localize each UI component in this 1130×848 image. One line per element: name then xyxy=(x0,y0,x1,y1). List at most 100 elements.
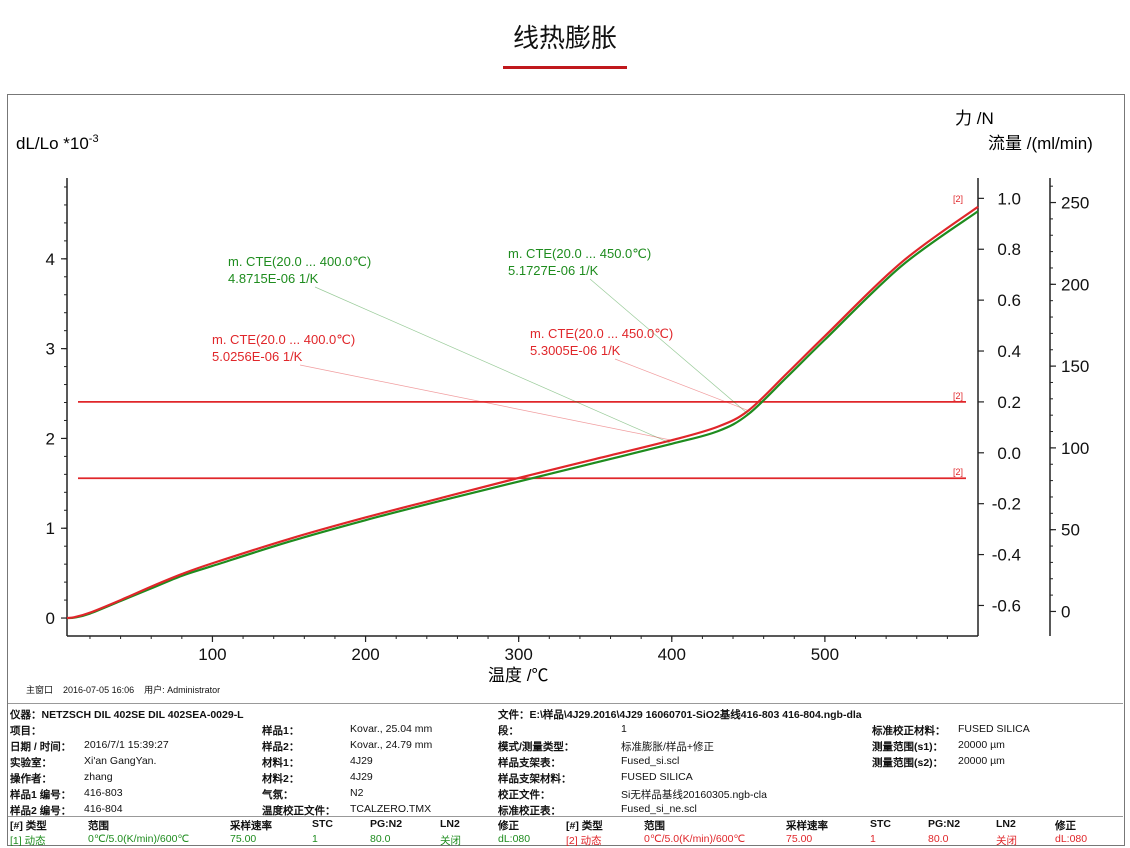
segment-header: [#] 类型 xyxy=(10,820,47,832)
segment-2-cell: 1 xyxy=(870,833,876,845)
info-label: 样品支架材料： xyxy=(498,773,572,785)
y-force-tick-label: 0.0 xyxy=(997,444,1021,463)
divider xyxy=(8,816,1123,817)
segment-header: 范围 xyxy=(88,820,109,832)
segment-header: PG:N2 xyxy=(370,818,403,830)
y-flow-tick-label: 150 xyxy=(1061,357,1089,376)
info-label: 测量范围(s2)： xyxy=(872,757,944,769)
info-value: 4J29 xyxy=(350,771,373,783)
y-flow-tick-label: 50 xyxy=(1061,521,1080,540)
divider xyxy=(8,703,1123,704)
y-force-tick-label: -0.6 xyxy=(992,596,1021,615)
segment-1-cell: 关闭 xyxy=(440,835,461,847)
curve-tag: [2] xyxy=(953,194,963,204)
segment-1-cell: 75.00 xyxy=(230,833,257,845)
y-force-tick-label: 1.0 xyxy=(997,189,1021,208)
info-label: 样品支架表： xyxy=(498,757,561,769)
info-label: 样品2： xyxy=(262,741,300,753)
segment-header: 修正 xyxy=(1055,820,1076,832)
segment-1-cell: [1] 动态 xyxy=(10,835,46,847)
segment-2-cell: [2] 动态 xyxy=(566,835,602,847)
series-line xyxy=(66,205,979,620)
force-line-tag: [2] xyxy=(953,391,963,401)
cte-annotation-range: m. CTE(20.0 ... 400.0℃) xyxy=(212,332,355,347)
cte-annotation-range: m. CTE(20.0 ... 450.0℃) xyxy=(530,326,673,341)
thermal-expansion-chart: dL/Lo *10-3 力 /N 流量 /(ml/min) 温度 /℃ 100 2… xyxy=(16,109,1093,685)
info-value: zhang xyxy=(84,771,113,783)
segment-header: PG:N2 xyxy=(928,818,961,830)
y-flow-tick-label: 0 xyxy=(1061,602,1070,621)
segment-1-cell: 80.0 xyxy=(370,833,391,845)
info-value: N2 xyxy=(350,787,364,799)
info-label: 实验室： xyxy=(10,757,52,769)
y-force-axis-label: 力 /N xyxy=(955,109,994,128)
cte-annotation-value: 4.8715E-06 1/K xyxy=(228,271,319,286)
info-value: 416-803 xyxy=(84,787,123,799)
segment-header: LN2 xyxy=(440,818,460,830)
cte-annotation-range: m. CTE(20.0 ... 450.0℃) xyxy=(508,246,651,261)
annotation-leader xyxy=(614,358,749,411)
info-value: 20000 µm xyxy=(958,739,1005,751)
user-label: 用户: Administrator xyxy=(144,685,221,695)
segment-2-cell: dL:080 xyxy=(1055,833,1088,845)
y-left-tick-label: 3 xyxy=(46,340,55,359)
y-force-tick-label: -0.4 xyxy=(992,546,1021,565)
y-flow-tick-label: 250 xyxy=(1061,194,1089,213)
info-label: 样品2 编号： xyxy=(10,805,72,817)
info-label: 标准校正材料： xyxy=(872,725,946,737)
info-value: 4J29 xyxy=(350,755,373,767)
y-flow-tick-label: 200 xyxy=(1061,275,1089,294)
report-datetime: 2016-07-05 16:06 xyxy=(63,685,135,695)
segment-header: STC xyxy=(870,818,891,830)
info-label: 温度校正文件： xyxy=(262,805,336,817)
info-value: Kovar., 25.04 mm xyxy=(350,723,433,735)
info-label: 段： xyxy=(498,725,519,737)
info-label: 样品1 编号： xyxy=(10,789,72,801)
y-left-tick-label: 2 xyxy=(46,429,55,448)
y-left-axis-label: dL/Lo *10-3 xyxy=(16,133,99,153)
title-underline xyxy=(503,66,627,69)
info-value: Si无样品基线20160305.ngb-cla xyxy=(621,789,767,801)
y-left-tick-label: 4 xyxy=(46,250,55,269)
cte-annotation-range: m. CTE(20.0 ... 400.0℃) xyxy=(228,254,371,269)
info-value: 20000 µm xyxy=(958,755,1005,767)
info-label: 材料2： xyxy=(262,773,300,785)
cte-annotation-value: 5.1727E-06 1/K xyxy=(508,263,599,278)
x-tick-label: 100 xyxy=(198,645,226,664)
segment-header: 采样速率 xyxy=(230,820,272,832)
y-left-tick-label: 1 xyxy=(46,519,55,538)
segment-2-cell: 80.0 xyxy=(928,833,949,845)
window-label: 主窗口 xyxy=(26,685,54,695)
info-label: 项目： xyxy=(10,725,42,737)
annotation-leader xyxy=(314,286,672,445)
info-label: 校正文件： xyxy=(498,789,551,801)
instrument-info: 仪器：NETZSCH DIL 402SE DIL 402SEA-0029-L xyxy=(10,709,244,721)
segment-2-cell: 75.00 xyxy=(786,833,813,845)
y-left-tick-label: 0 xyxy=(46,609,55,628)
info-value: 标准膨胀/样品+修正 xyxy=(621,741,715,753)
segment-header: STC xyxy=(312,818,333,830)
info-label: 测量范围(s1)： xyxy=(872,741,944,753)
y-force-tick-label: 0.4 xyxy=(997,342,1021,361)
segment-1-cell: dL:080 xyxy=(498,833,531,845)
segment-1-cell: 1 xyxy=(312,833,318,845)
info-label: 材料1： xyxy=(262,757,300,769)
y-force-tick-label: 0.2 xyxy=(997,393,1021,412)
info-label: 标准校正表： xyxy=(498,805,561,817)
info-value: 1 xyxy=(621,723,627,735)
info-label: 气氛： xyxy=(262,789,294,801)
y-flow-tick-label: 100 xyxy=(1061,439,1089,458)
segment-header: LN2 xyxy=(996,818,1016,830)
info-label: 操作者： xyxy=(10,773,52,785)
x-axis-label: 温度 /℃ xyxy=(488,666,548,685)
segment-2-cell: 0℃/5.0(K/min)/600℃ xyxy=(644,833,746,845)
chart-frame xyxy=(7,94,1125,846)
info-value: 2016/7/1 15:39:27 xyxy=(84,739,169,751)
segment-header: [#] 类型 xyxy=(566,820,603,832)
y-force-tick-label: 0.6 xyxy=(997,291,1021,310)
info-value: Kovar., 24.79 mm xyxy=(350,739,433,751)
x-tick-label: 300 xyxy=(504,645,532,664)
y-force-tick-label: -0.2 xyxy=(992,495,1021,514)
x-tick-label: 500 xyxy=(811,645,839,664)
info-value: Fused_si_ne.scl xyxy=(621,803,697,815)
